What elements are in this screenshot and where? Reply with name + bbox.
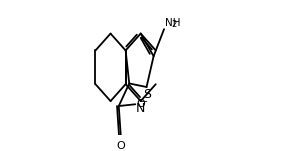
Text: N: N xyxy=(135,102,145,115)
Text: −: − xyxy=(140,97,149,107)
Text: O: O xyxy=(136,99,145,109)
Text: 2: 2 xyxy=(172,20,177,29)
Text: O: O xyxy=(117,141,125,151)
Text: NH: NH xyxy=(165,18,180,29)
Text: S: S xyxy=(143,88,151,101)
